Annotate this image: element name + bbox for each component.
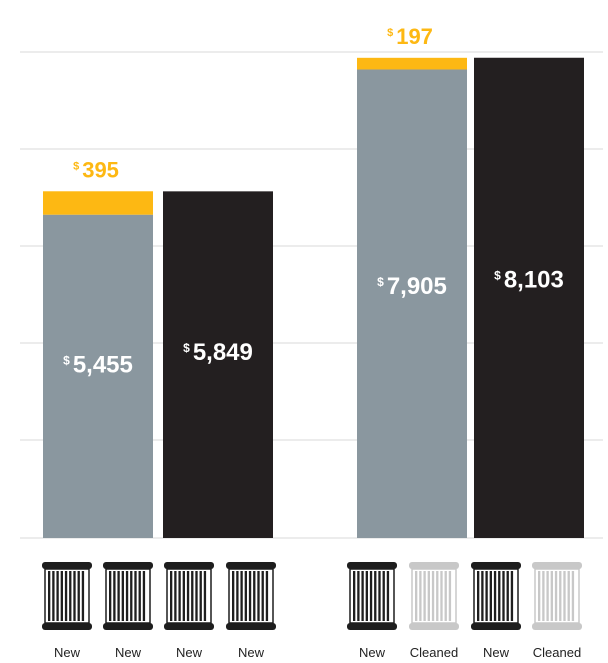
filter-label: New: [238, 645, 265, 660]
filter-label: New: [483, 645, 510, 660]
filter-label: New: [176, 645, 203, 660]
air-filter-icon: [164, 562, 214, 630]
difference-label: $197: [387, 24, 433, 49]
filter-label: Cleaned: [533, 645, 581, 660]
air-filter-icon: [347, 562, 397, 630]
bar-value-label: $5,849: [183, 339, 253, 366]
bar-segment: [474, 58, 584, 538]
air-filter-icon: [532, 562, 582, 630]
difference-label: $395: [73, 157, 119, 182]
bar-value-label: $8,103: [494, 267, 564, 294]
filter-icons: New New New New New Cleaned New Cleaned: [42, 562, 582, 660]
bar-value-label: $5,455: [63, 351, 133, 378]
air-filter-icon: [409, 562, 459, 630]
filter-label: Cleaned: [410, 645, 458, 660]
bar-segment: [357, 69, 467, 538]
air-filter-icon: [42, 562, 92, 630]
air-filter-icon: [471, 562, 521, 630]
air-filter-icon: [103, 562, 153, 630]
bar-value-label: $7,905: [377, 273, 447, 300]
filter-label: New: [54, 645, 81, 660]
bar-segment: [357, 58, 467, 70]
filter-label: New: [115, 645, 142, 660]
filter-label: New: [359, 645, 386, 660]
bar-segment: [43, 191, 153, 214]
bars: [43, 58, 584, 538]
air-filter-icon: [226, 562, 276, 630]
